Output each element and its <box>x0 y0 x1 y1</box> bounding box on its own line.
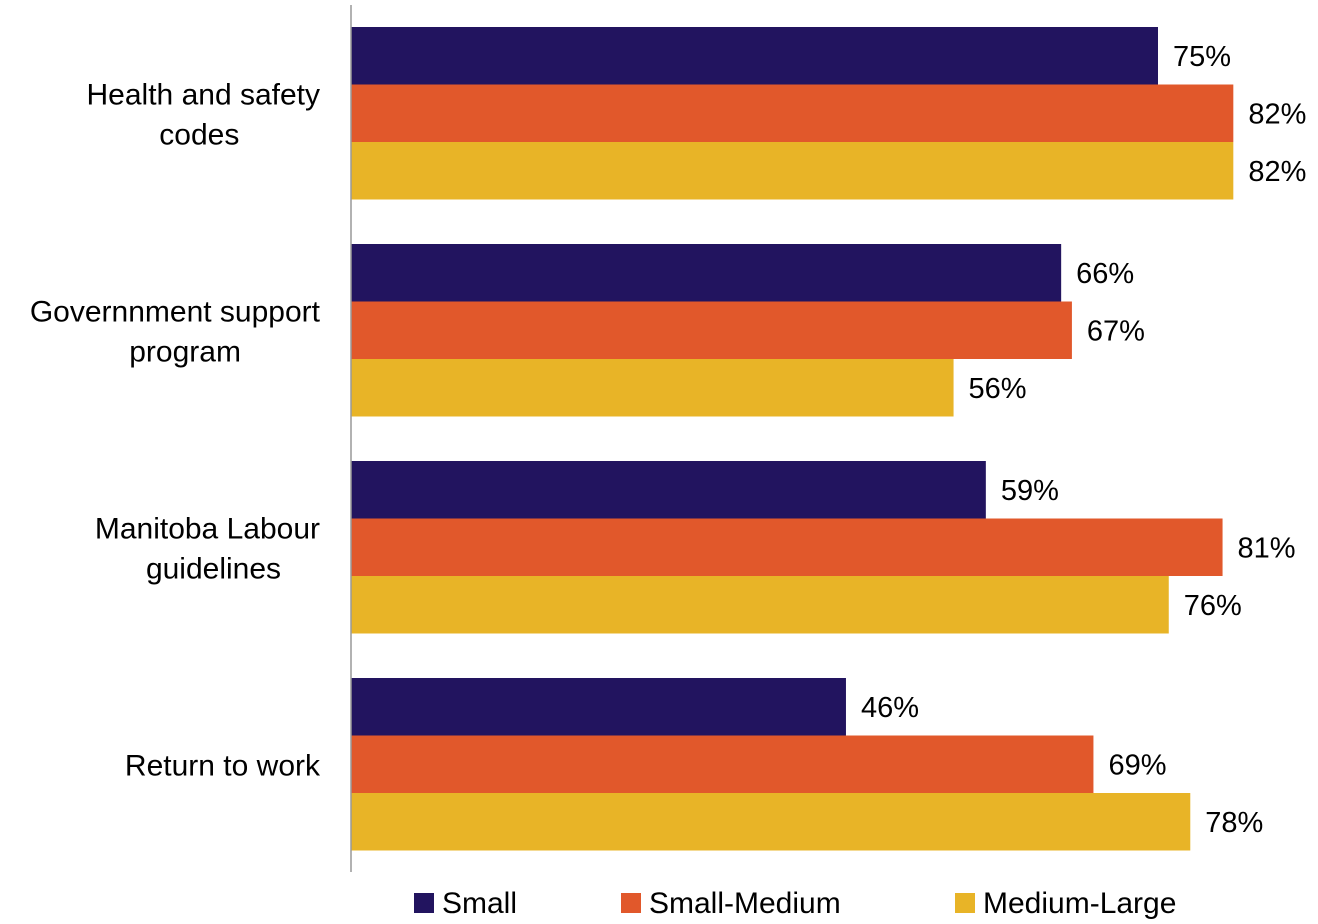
data-label: 82% <box>1248 98 1306 130</box>
data-label: 67% <box>1087 315 1145 347</box>
data-label: 75% <box>1173 41 1231 73</box>
category-label: Health and safety codes <box>87 78 320 151</box>
legend-label: Small-Medium <box>649 887 841 919</box>
category-label: Governnment support program <box>30 295 321 368</box>
data-label: 78% <box>1205 807 1263 839</box>
bar-medium-large <box>351 793 1191 851</box>
bar-medium-large <box>351 359 954 417</box>
category-label-line: Return to work <box>125 749 321 782</box>
legend-swatch <box>955 893 975 913</box>
category-label-line: program <box>129 335 241 368</box>
bar-small-medium <box>351 518 1223 576</box>
data-label: 76% <box>1184 590 1242 622</box>
bar-small-medium <box>351 735 1094 793</box>
bar-medium-large <box>351 576 1169 634</box>
bar-small-medium <box>351 84 1234 142</box>
bar-small <box>351 678 846 736</box>
data-label: 69% <box>1108 749 1166 781</box>
data-label: 66% <box>1076 258 1134 290</box>
legend-swatch <box>621 893 641 913</box>
data-label: 46% <box>861 692 919 724</box>
data-label: 56% <box>969 373 1027 405</box>
legend-label: Medium-Large <box>983 887 1176 919</box>
category-label: Manitoba Labour guidelines <box>95 512 320 585</box>
bar-medium-large <box>351 142 1234 200</box>
category-label-line: guidelines <box>146 552 281 585</box>
data-label: 59% <box>1001 475 1059 507</box>
bar-small-medium <box>351 301 1072 359</box>
bar-small <box>351 244 1062 302</box>
bar-small <box>351 461 986 519</box>
data-label: 82% <box>1248 156 1306 188</box>
category-label: Return to work <box>125 749 321 782</box>
legend-swatch <box>414 893 434 913</box>
category-label-line: Governnment support <box>30 295 321 328</box>
bar-small <box>351 27 1158 85</box>
category-label-line: codes <box>159 118 239 151</box>
category-label-line: Health and safety <box>87 78 320 111</box>
category-label-line: Manitoba Labour <box>95 512 320 545</box>
legend-label: Small <box>442 887 517 919</box>
data-label: 81% <box>1238 532 1296 564</box>
